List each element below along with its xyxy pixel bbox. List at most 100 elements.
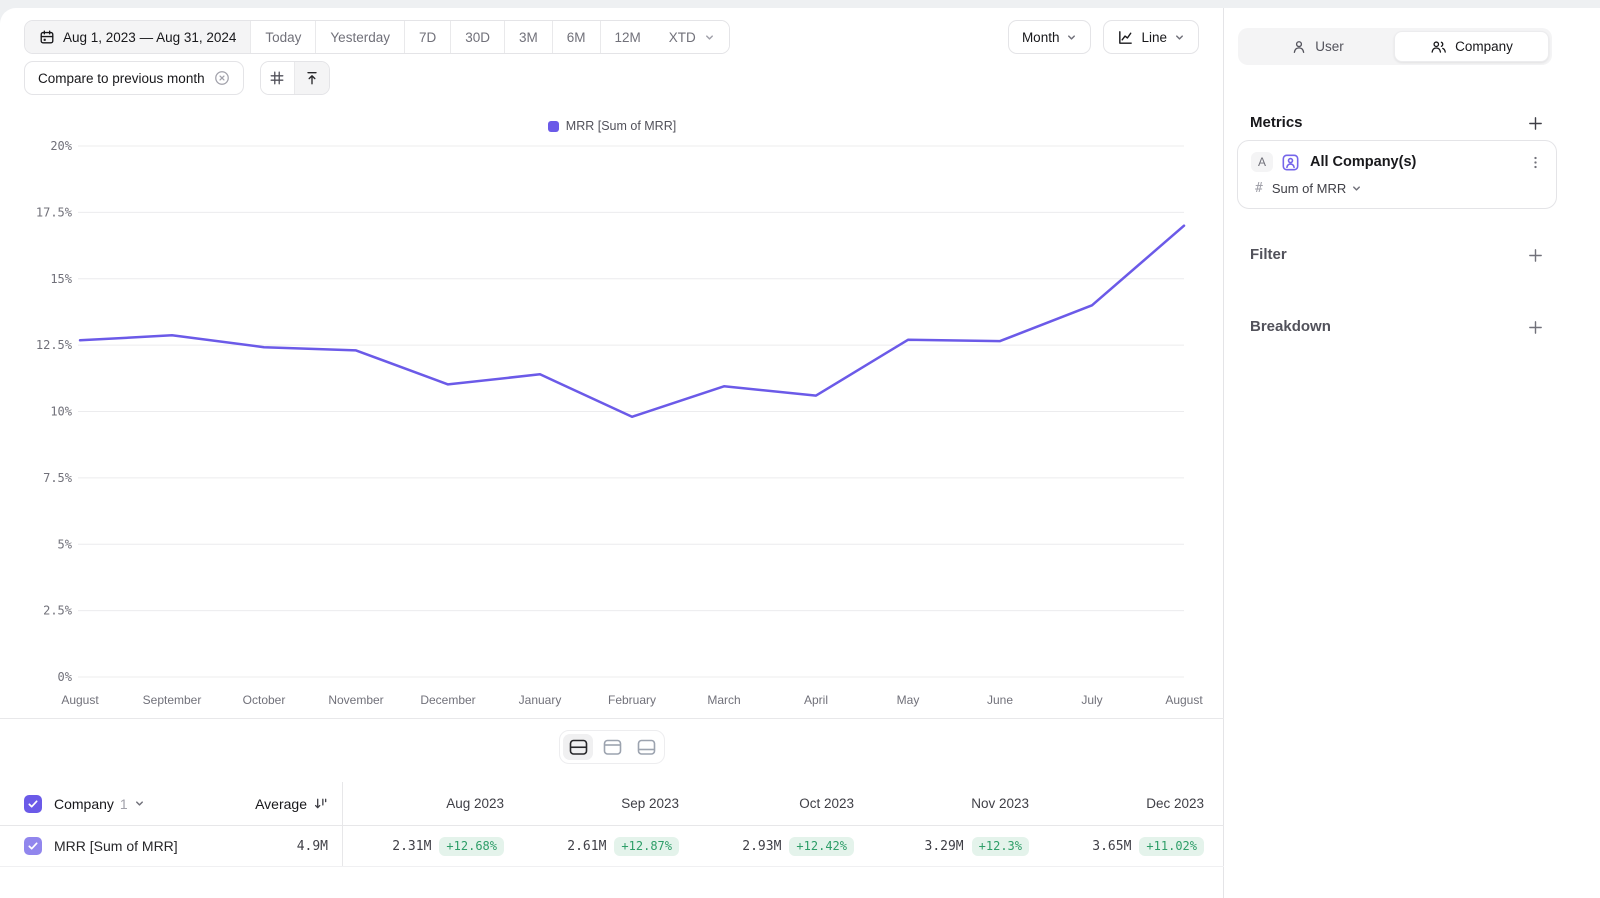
month-column-label: Aug 2023 [446,796,504,811]
aggregation-selector[interactable]: Sum of MRR [1272,181,1362,196]
table-view-icon [603,739,622,756]
breakdown-section-title: Breakdown [1250,318,1331,335]
toggle-user-label: User [1315,39,1344,54]
add-filter-button[interactable] [1526,246,1544,264]
date-range-label: Aug 1, 2023 — Aug 31, 2024 [63,29,237,45]
row-checkbox[interactable] [24,837,42,855]
svg-text:15%: 15% [50,272,72,286]
config-panel: User Company Metrics A [1224,8,1600,898]
table-view-button[interactable] [597,734,627,760]
month-cell[interactable]: 2.93M +12.42% [693,826,868,866]
svg-text:10%: 10% [50,405,72,419]
month-column-header[interactable]: Nov 2023 [868,782,1043,825]
svg-text:April: April [804,693,828,707]
delta-badge: +11.02% [1139,836,1204,856]
preset-today[interactable]: Today [251,21,317,53]
cell-value: 3.65M [1092,838,1132,854]
table-header-row: Company 1 Average [0,782,1224,826]
split-view-icon [569,739,588,756]
add-metric-button[interactable] [1526,114,1544,132]
toggle-company-button[interactable]: Company [1394,31,1549,62]
calendar-icon [39,29,55,45]
chevron-down-icon [704,32,715,43]
granularity-button[interactable]: Month [1007,20,1092,54]
gridlines-toggle-button[interactable] [260,62,295,94]
svg-text:5%: 5% [58,537,73,551]
svg-text:December: December [420,693,475,707]
table-row[interactable]: MRR [Sum of MRR] 4.9M 2.31M +12.68% 2.61M +… [0,826,1224,867]
metric-card[interactable]: A All Company(s) # Sum of MRR [1237,140,1557,209]
chart-type-label: Line [1141,29,1167,45]
svg-text:November: November [328,693,383,707]
chevron-down-icon [1174,32,1185,43]
svg-text:0%: 0% [58,670,73,684]
svg-text:August: August [61,693,99,707]
svg-text:12.5%: 12.5% [36,338,73,352]
line-chart[interactable]: 0% 2.5% 5% 7.5% 10% 12.5% 15% 17.5% 20% August Sep… [0,140,1224,715]
month-column-label: Dec 2023 [1146,796,1204,811]
preset-7d[interactable]: 7D [404,21,452,53]
chevron-down-icon [1351,183,1362,194]
row-metric-label: MRR [Sum of MRR] [54,838,178,854]
month-cell[interactable]: 3.65M +11.02% [1043,826,1218,866]
svg-text:20%: 20% [50,140,72,153]
add-breakdown-button[interactable] [1526,318,1544,336]
month-column-label: Nov 2023 [971,796,1029,811]
chevron-down-icon [1066,32,1077,43]
preset-12m[interactable]: 12M [600,21,655,53]
chart-type-button[interactable]: Line [1103,20,1199,54]
app-card: Aug 1, 2023 — Aug 31, 2024 Today Yesterda… [0,8,1600,898]
remove-compare-icon[interactable] [214,70,230,86]
svg-text:June: June [987,693,1013,707]
preset-yesterday[interactable]: Yesterday [316,21,405,53]
preset-3m[interactable]: 3M [505,21,553,53]
toggle-user-button[interactable]: User [1241,31,1394,62]
line-chart-icon [1117,29,1134,46]
preset-xtd[interactable]: XTD [654,21,729,53]
svg-text:17.5%: 17.5% [36,205,73,219]
granularity-label: Month [1021,29,1060,45]
toolbar: Aug 1, 2023 — Aug 31, 2024 Today Yesterda… [24,20,1199,54]
annotations-toggle-button[interactable] [294,62,329,94]
select-all-checkbox[interactable] [24,794,42,813]
chart-view-button[interactable] [631,734,661,760]
month-column-header[interactable]: Aug 2023 [343,782,518,825]
filter-section-title: Filter [1250,246,1287,263]
cell-value: 2.93M [742,838,782,854]
company-metric-icon [1281,153,1300,172]
row-average-value: 4.9M [296,838,328,854]
metric-menu-button[interactable] [1528,155,1543,170]
month-column-header[interactable]: Dec 2023 [1043,782,1218,825]
month-column-header[interactable]: Sep 2023 [518,782,693,825]
toolbar-secondary: Compare to previous month [24,61,330,95]
svg-text:May: May [897,693,920,707]
compare-chip[interactable]: Compare to previous month [24,61,244,95]
month-cell[interactable]: 2.31M +12.68% [343,826,518,866]
svg-text:January: January [519,693,562,707]
chart-view-icon [637,739,656,756]
svg-text:March: March [707,693,740,707]
metric-series-badge: A [1251,152,1273,172]
cell-value: 3.29M [924,838,964,854]
chart-legend: MRR [Sum of MRR] [0,119,1224,133]
month-column-label: Sep 2023 [621,796,679,811]
entity-column-header[interactable]: Company 1 [54,796,145,812]
preset-6m[interactable]: 6M [552,21,601,53]
month-column-label: Oct 2023 [799,796,854,811]
compare-chip-label: Compare to previous month [38,70,205,86]
month-cell[interactable]: 2.61M +12.87% [518,826,693,866]
month-cell[interactable]: 3.29M +12.3% [868,826,1043,866]
date-range-button[interactable]: Aug 1, 2023 — Aug 31, 2024 [25,21,252,53]
split-view-button[interactable] [563,734,593,760]
entity-toggle: User Company [1238,28,1552,65]
cell-value: 2.31M [392,838,432,854]
svg-text:July: July [1081,693,1102,707]
month-column-header[interactable]: Oct 2023 [693,782,868,825]
average-column-header[interactable]: Average [255,796,342,812]
chart-tools-group [259,61,330,95]
main-area: Aug 1, 2023 — Aug 31, 2024 Today Yesterda… [0,8,1224,898]
preset-30d[interactable]: 30D [451,21,505,53]
sort-icon [313,796,328,811]
delta-badge: +12.68% [439,836,504,856]
toggle-company-label: Company [1455,39,1513,54]
